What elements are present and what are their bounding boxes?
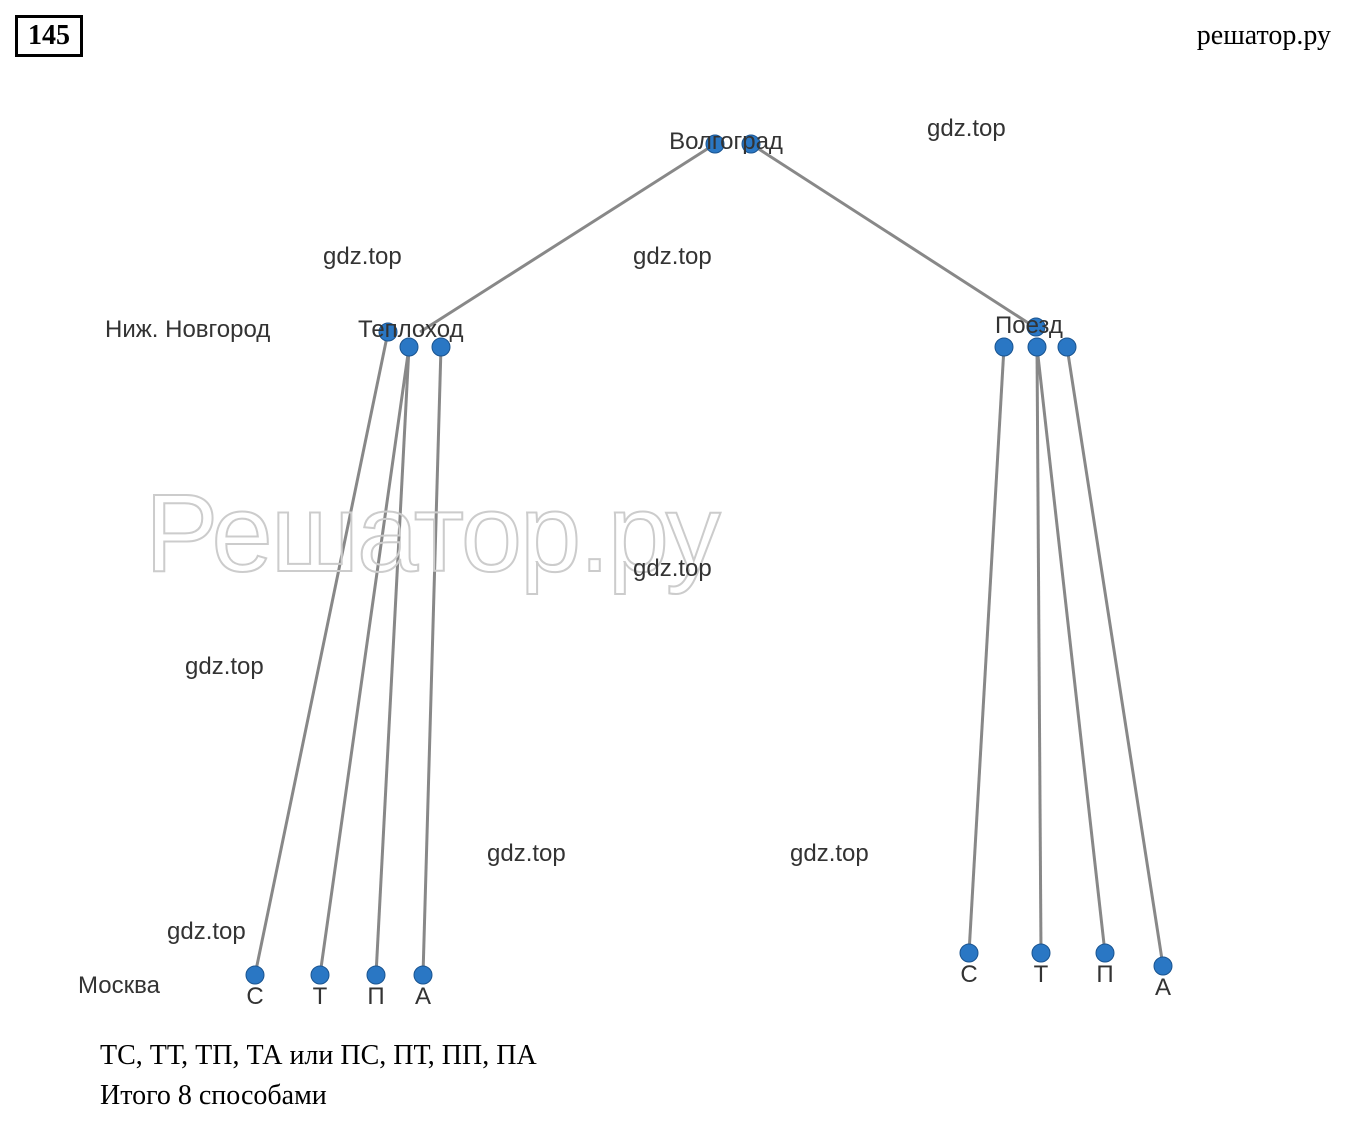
level-label: Ниж. Новгород — [105, 316, 270, 344]
leaf-label: С — [246, 983, 263, 1011]
watermark-small: gdz.top — [323, 243, 402, 271]
tree-node — [995, 338, 1013, 356]
tree-edge — [255, 332, 388, 975]
leaf-label: П — [1096, 961, 1113, 989]
tree-edge — [969, 347, 1004, 953]
tree-edge — [376, 347, 409, 975]
watermark-small: gdz.top — [487, 840, 566, 868]
leaf-label: А — [1155, 974, 1171, 1002]
tree-edge — [1037, 347, 1105, 953]
tree-edge — [751, 144, 1036, 328]
tree-node — [1032, 944, 1050, 962]
watermark-small: gdz.top — [927, 115, 1006, 143]
root-label: Волгоград — [669, 128, 783, 156]
tree-node — [246, 966, 264, 984]
watermark-small: gdz.top — [167, 918, 246, 946]
tree-node — [311, 966, 329, 984]
tree-edge — [1037, 347, 1041, 953]
tree-node — [1154, 957, 1172, 975]
leaf-label: Т — [1034, 961, 1049, 989]
mid-label: Теплоход — [358, 316, 464, 344]
tree-node — [367, 966, 385, 984]
leaf-label: А — [415, 983, 431, 1011]
tree-edge — [420, 144, 715, 332]
tree-node — [1028, 338, 1046, 356]
watermark-small: gdz.top — [633, 243, 712, 271]
watermark-small: gdz.top — [633, 555, 712, 583]
tree-node — [960, 944, 978, 962]
watermark-small: gdz.top — [790, 840, 869, 868]
tree-node — [414, 966, 432, 984]
tree-node — [1058, 338, 1076, 356]
tree-node — [1096, 944, 1114, 962]
level-label: Москва — [78, 972, 160, 1000]
leaf-label: П — [367, 983, 384, 1011]
tree-edge — [1067, 347, 1163, 966]
leaf-label: Т — [313, 983, 328, 1011]
mid-label: Поезд — [995, 312, 1063, 340]
watermark-small: gdz.top — [185, 653, 264, 681]
tree-edge — [423, 347, 441, 975]
leaf-label: С — [960, 961, 977, 989]
answer-line: ТС, ТТ, ТП, ТА или ПС, ПТ, ПП, ПА — [100, 1040, 537, 1072]
answer-line: Итого 8 способами — [100, 1080, 327, 1112]
